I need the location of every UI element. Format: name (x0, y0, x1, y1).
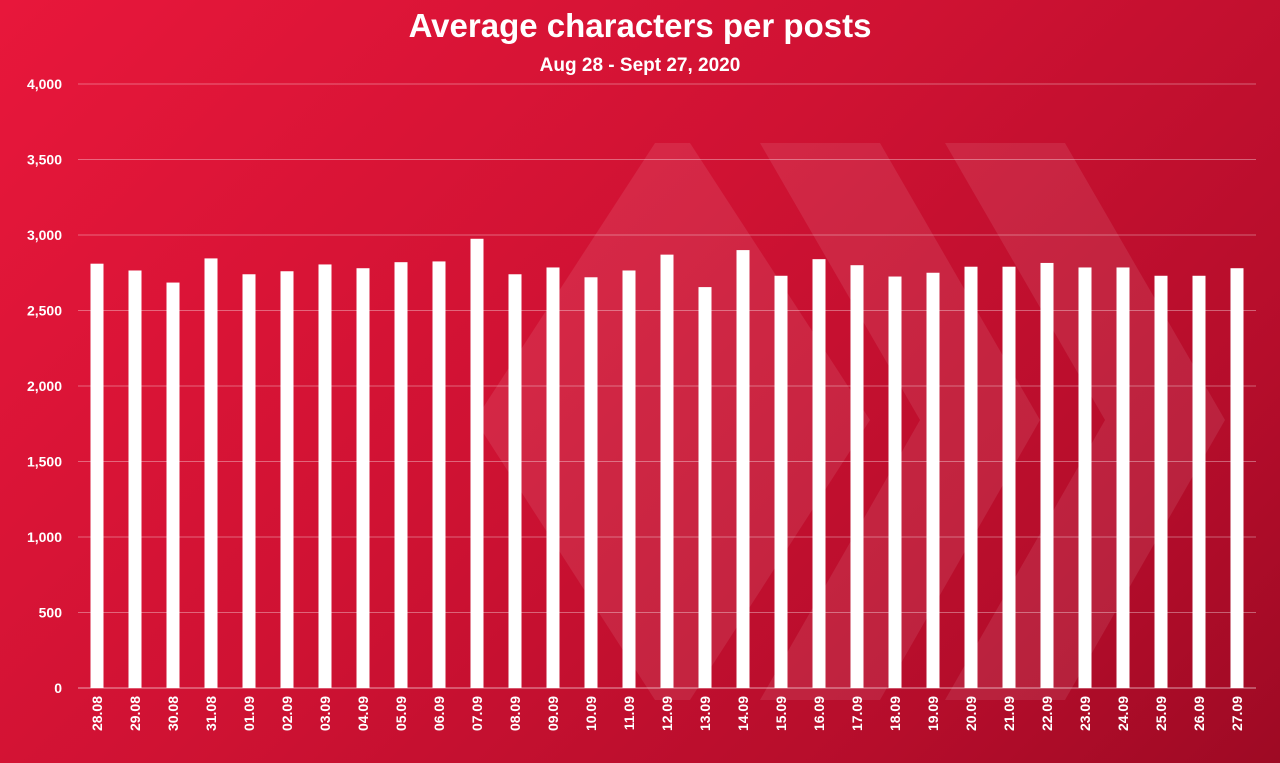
bar-06.09 (432, 261, 446, 688)
x-tick-label: 17.09 (849, 696, 865, 731)
x-tick-label: 23.09 (1077, 696, 1093, 731)
bar-28.08 (90, 263, 104, 688)
x-tick-label: 25.09 (1153, 696, 1169, 731)
x-tick-label: 12.09 (659, 696, 675, 731)
x-tick-label: 09.09 (545, 696, 561, 731)
x-tick-label: 16.09 (811, 696, 827, 731)
bar-21.09 (1002, 266, 1016, 688)
x-tick-label: 13.09 (697, 696, 713, 731)
x-tick-label: 08.09 (507, 696, 523, 731)
x-tick-label: 18.09 (887, 696, 903, 731)
bar-18.09 (888, 276, 902, 688)
y-tick-label: 3,500 (27, 152, 62, 168)
x-tick-label: 07.09 (469, 696, 485, 731)
bar-16.09 (812, 259, 826, 688)
bar-03.09 (318, 264, 332, 688)
bar-30.08 (166, 282, 180, 688)
x-tick-label: 06.09 (431, 696, 447, 731)
bar-25.09 (1154, 275, 1168, 688)
chart-title: Average characters per posts (408, 7, 872, 44)
x-tick-label: 20.09 (963, 696, 979, 731)
bar-26.09 (1192, 275, 1206, 688)
x-tick-label: 03.09 (317, 696, 333, 731)
y-tick-label: 1,500 (27, 454, 62, 470)
bar-19.09 (926, 272, 940, 688)
bar-09.09 (546, 267, 560, 688)
x-tick-label: 22.09 (1039, 696, 1055, 731)
x-tick-label: 04.09 (355, 696, 371, 731)
bar-04.09 (356, 268, 370, 688)
bar-05.09 (394, 262, 408, 688)
bar-01.09 (242, 274, 256, 688)
bar-15.09 (774, 275, 788, 688)
x-tick-label: 14.09 (735, 696, 751, 731)
x-tick-label: 27.09 (1229, 696, 1245, 731)
x-tick-label: 31.08 (203, 696, 219, 731)
bar-31.08 (204, 258, 218, 688)
bar-11.09 (622, 270, 636, 688)
bar-13.09 (698, 287, 712, 688)
chart-subtitle: Aug 28 - Sept 27, 2020 (539, 55, 741, 76)
y-tick-label: 3,000 (27, 227, 62, 243)
x-tick-label: 26.09 (1191, 696, 1207, 731)
bar-08.09 (508, 274, 522, 688)
bar-22.09 (1040, 262, 1054, 688)
x-tick-label: 10.09 (583, 696, 599, 731)
bar-02.09 (280, 271, 294, 688)
y-tick-label: 4,000 (27, 76, 62, 92)
x-tick-label: 24.09 (1115, 696, 1131, 731)
x-tick-label: 30.08 (165, 696, 181, 731)
y-tick-label: 2,000 (27, 378, 62, 394)
x-tick-label: 02.09 (279, 696, 295, 731)
bar-23.09 (1078, 267, 1092, 688)
y-tick-label: 1,000 (27, 529, 62, 545)
y-tick-label: 0 (54, 680, 62, 696)
x-tick-label: 05.09 (393, 696, 409, 731)
y-tick-label: 500 (39, 605, 63, 621)
bar-10.09 (584, 277, 598, 688)
x-tick-label: 15.09 (773, 696, 789, 731)
x-tick-label: 28.08 (89, 696, 105, 731)
y-tick-label: 2,500 (27, 303, 62, 319)
bar-14.09 (736, 250, 750, 688)
bar-07.09 (470, 238, 484, 688)
x-tick-label: 01.09 (241, 696, 257, 731)
x-tick-label: 29.08 (127, 696, 143, 731)
bar-29.08 (128, 270, 142, 688)
x-tick-label: 21.09 (1001, 696, 1017, 731)
x-tick-label: 19.09 (925, 696, 941, 731)
bar-27.09 (1230, 268, 1244, 688)
bar-20.09 (964, 266, 978, 688)
bar-12.09 (660, 254, 674, 688)
bar-17.09 (850, 265, 864, 688)
bar-24.09 (1116, 267, 1130, 688)
x-tick-label: 11.09 (621, 696, 637, 730)
